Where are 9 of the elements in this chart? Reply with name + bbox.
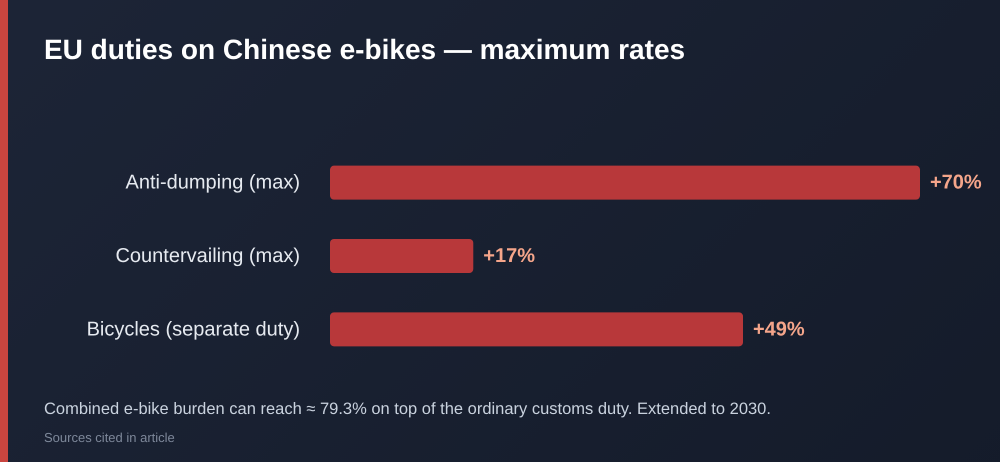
data-label: +70% xyxy=(930,172,982,194)
y-tick-label: Bicycles (separate duty) xyxy=(86,318,300,340)
data-label: +17% xyxy=(483,245,536,267)
text: Combined e-bike burden can reach ≈ 79.3% on top of the ordinary customs duty. Extended to 2030. xyxy=(44,400,771,419)
chart-title: EU duties on Chinese e-bikes — maximum rates xyxy=(44,34,686,66)
y-tick-label: Countervailing (max) xyxy=(115,245,300,267)
y-tick-label: Anti-dumping (max) xyxy=(125,172,300,194)
data-label: +49% xyxy=(753,318,805,340)
source-note: Sources cited in article xyxy=(44,430,175,445)
